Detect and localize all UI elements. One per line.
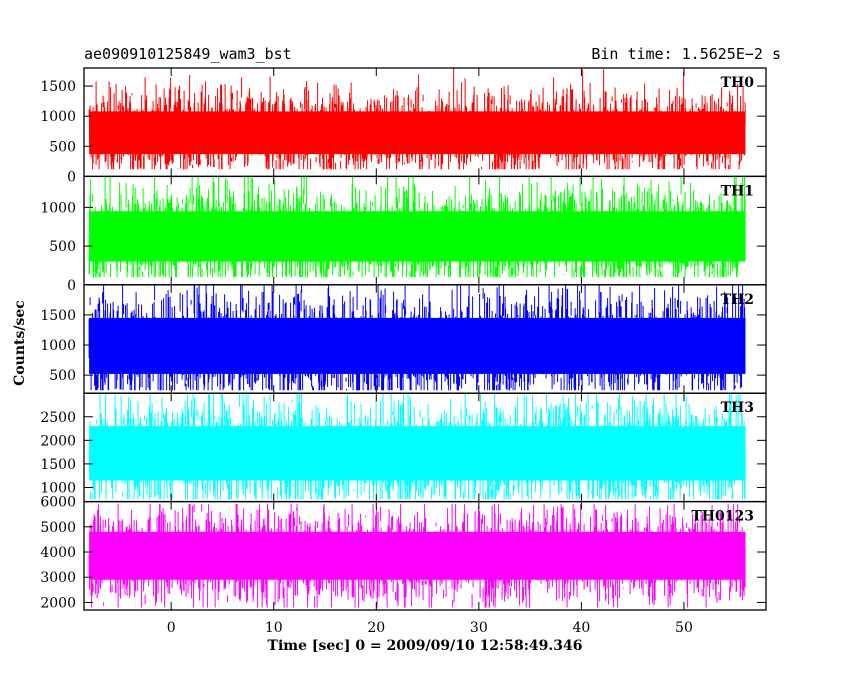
x-tick-label: 20 [367,620,385,636]
y-tick-label: 1500 [40,308,76,324]
y-tick-label: 5000 [40,520,76,536]
x-axis-label: Time [sec] 0 = 2009/09/10 12:58:49.346 [267,638,583,654]
panel-frame-th0123 [83,500,767,611]
x-tick-label: 40 [572,620,590,636]
y-tick-label: 500 [49,139,76,155]
panel-label-th0: TH0 [721,75,755,91]
y-tick-label: 0 [67,278,76,294]
panel-label-th1: TH1 [721,183,754,199]
y-tick-label: 500 [49,239,76,255]
y-tick-label: 4000 [40,545,76,561]
y-tick-label: 1500 [40,79,76,95]
y-tick-label: 1000 [40,480,76,496]
bin-time-label: Bin time: 1.5625E−2 s [591,45,781,63]
y-tick-label: 500 [49,368,76,384]
x-tick-label: 30 [470,620,488,636]
y-tick-label: 6000 [40,495,76,511]
y-tick-label: 1500 [40,457,76,473]
x-tick-label: 0 [167,620,176,636]
y-tick-label: 2500 [40,410,76,426]
y-tick-label: 1000 [40,109,76,125]
y-tick-label: 0 [67,169,76,185]
panel-label-th0123: TH0123 [691,509,754,525]
y-tick-label: 1000 [40,200,76,216]
series-line-th3 [88,393,746,500]
x-tick-label: 50 [675,620,693,636]
y-tick-label: 1000 [40,338,76,354]
y-tick-label: 3000 [40,570,76,586]
series-line-th2 [88,284,746,391]
series-line-th1 [88,176,746,278]
panel-label-th2: TH2 [721,292,754,308]
panel-label-th3: TH3 [721,400,754,416]
y-tick-label: 2000 [40,595,76,611]
series-line-th0 [88,68,746,170]
series-line-th0123 [88,504,746,608]
y-tick-label: 2000 [40,433,76,449]
x-tick-label: 10 [265,620,283,636]
chart-title: ae090910125849_wam3_bst [84,45,292,63]
